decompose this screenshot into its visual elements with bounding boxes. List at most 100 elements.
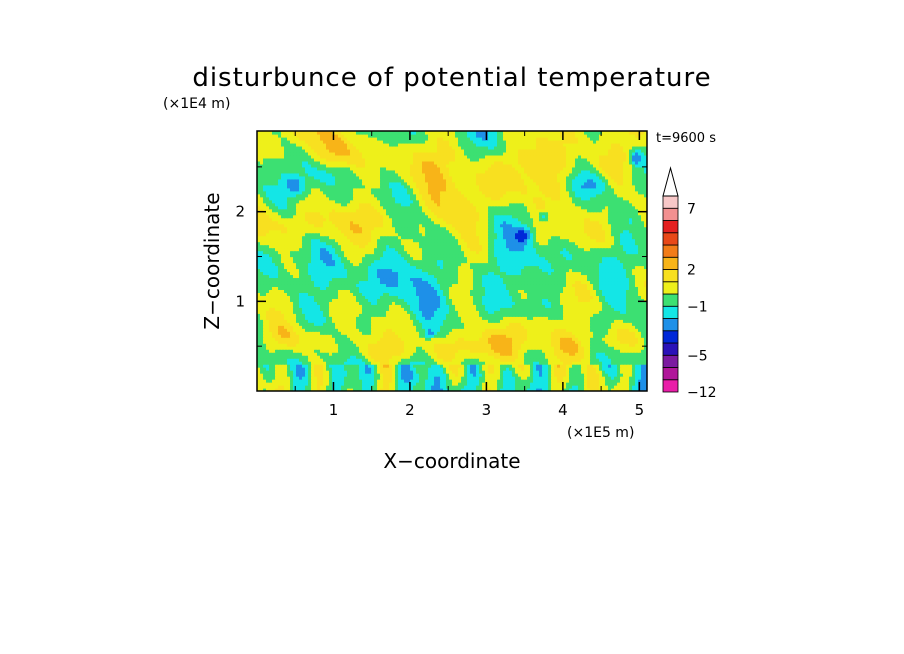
field-cell bbox=[389, 334, 393, 338]
field-cell bbox=[293, 367, 297, 371]
field-cell bbox=[299, 388, 303, 391]
field-cell bbox=[479, 385, 483, 389]
field-cell bbox=[572, 364, 576, 368]
field-cell bbox=[599, 364, 603, 368]
field-cell bbox=[572, 334, 576, 338]
field-cell bbox=[518, 370, 522, 374]
field-cell bbox=[305, 340, 309, 344]
field-cell bbox=[572, 355, 576, 359]
field-cell bbox=[419, 346, 423, 350]
field-cell bbox=[386, 352, 390, 356]
field-cell bbox=[356, 358, 360, 362]
field-cell bbox=[425, 361, 429, 365]
field-cell bbox=[611, 349, 615, 353]
field-cell bbox=[590, 352, 594, 356]
field-cell bbox=[416, 361, 420, 365]
field-cell bbox=[341, 379, 345, 383]
field-cell bbox=[461, 373, 465, 377]
field-cell bbox=[518, 358, 522, 362]
field-cell bbox=[590, 334, 594, 338]
field-cell bbox=[572, 379, 576, 383]
field-cell bbox=[530, 358, 534, 362]
field-cell bbox=[263, 385, 267, 389]
field-cell bbox=[431, 340, 435, 344]
field-cell bbox=[275, 373, 279, 377]
field-cell bbox=[518, 382, 522, 386]
field-cell bbox=[314, 385, 318, 389]
field-cell bbox=[326, 382, 330, 386]
field-cell bbox=[539, 355, 543, 359]
field-cell bbox=[257, 337, 261, 341]
field-cell bbox=[299, 373, 303, 377]
field-cell bbox=[635, 352, 639, 356]
field-cell bbox=[581, 346, 585, 350]
field-cell bbox=[317, 337, 321, 341]
field-cell bbox=[323, 358, 327, 362]
field-cell bbox=[545, 373, 549, 377]
field-cell bbox=[350, 376, 354, 380]
field-cell bbox=[557, 376, 561, 380]
field-cell bbox=[602, 343, 606, 347]
field-cell bbox=[542, 370, 546, 374]
field-cell bbox=[605, 352, 609, 356]
field-cell bbox=[536, 382, 540, 386]
field-cell bbox=[335, 382, 339, 386]
field-cell bbox=[545, 334, 549, 338]
field-cell bbox=[281, 355, 285, 359]
field-cell bbox=[281, 382, 285, 386]
field-cell bbox=[503, 364, 507, 368]
field-cell bbox=[518, 364, 522, 368]
field-cell bbox=[302, 388, 306, 391]
field-cell bbox=[410, 337, 414, 341]
field-cell bbox=[470, 352, 474, 356]
field-cell bbox=[551, 349, 555, 353]
field-cell bbox=[332, 373, 336, 377]
field-cell bbox=[479, 352, 483, 356]
field-cell bbox=[551, 382, 555, 386]
field-cell bbox=[401, 367, 405, 371]
field-cell bbox=[434, 334, 438, 338]
field-cell bbox=[635, 373, 639, 377]
field-cell bbox=[536, 352, 540, 356]
field-cell bbox=[578, 352, 582, 356]
field-cell bbox=[515, 388, 519, 391]
field-cell bbox=[335, 346, 339, 350]
field-cell bbox=[593, 343, 597, 347]
field-cell bbox=[557, 355, 561, 359]
field-cell bbox=[407, 367, 411, 371]
field-cell bbox=[269, 343, 273, 347]
field-cell bbox=[611, 343, 615, 347]
field-cell bbox=[566, 349, 570, 353]
field-cell bbox=[473, 361, 477, 365]
field-cell bbox=[551, 379, 555, 383]
field-cell bbox=[452, 370, 456, 374]
field-cell bbox=[470, 364, 474, 368]
field-cell bbox=[407, 385, 411, 389]
field-cell bbox=[353, 364, 357, 368]
field-cell bbox=[275, 382, 279, 386]
field-cell bbox=[332, 376, 336, 380]
field-cell bbox=[299, 379, 303, 383]
field-cell bbox=[563, 379, 567, 383]
field-cell bbox=[572, 376, 576, 380]
field-cell bbox=[263, 388, 267, 391]
field-cell bbox=[566, 385, 570, 389]
field-cell bbox=[497, 334, 501, 338]
field-cell bbox=[479, 376, 483, 380]
field-cell bbox=[506, 385, 510, 389]
field-cell bbox=[578, 340, 582, 344]
field-cell bbox=[614, 364, 618, 368]
field-cell bbox=[392, 367, 396, 371]
field-cell bbox=[476, 340, 480, 344]
field-cell bbox=[620, 364, 624, 368]
field-cell bbox=[377, 361, 381, 365]
field-cell bbox=[323, 340, 327, 344]
field-cell bbox=[335, 376, 339, 380]
field-cell bbox=[620, 349, 624, 353]
field-cell bbox=[524, 388, 528, 391]
field-cell bbox=[590, 361, 594, 365]
field-cell bbox=[272, 340, 276, 344]
field-cell bbox=[308, 385, 312, 389]
field-cell bbox=[365, 361, 369, 365]
field-cell bbox=[491, 346, 495, 350]
